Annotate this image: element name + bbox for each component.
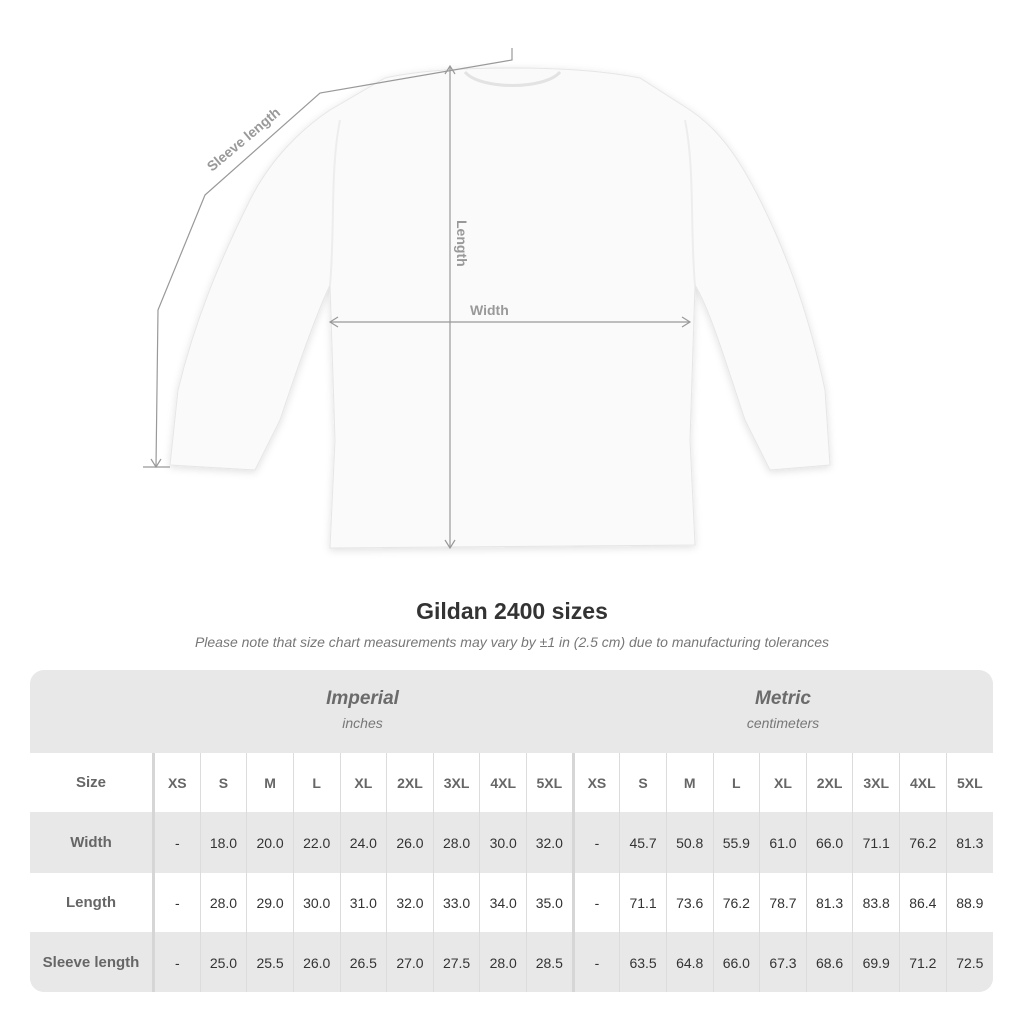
metric-size-header: XL (759, 753, 807, 812)
imperial-value: 28.5 (526, 932, 574, 992)
size-header: Size (30, 753, 155, 812)
metric-size-header: 4XL (899, 753, 947, 812)
metric-size-header: 3XL (852, 753, 900, 812)
imperial-size-header: XL (339, 753, 387, 812)
imperial-size-header: M (246, 753, 294, 812)
metric-value: 83.8 (852, 873, 900, 932)
imperial-value: - (153, 932, 201, 992)
measure-lines (143, 48, 692, 550)
imperial-value: 33.0 (432, 873, 480, 932)
row-label: Width (30, 812, 155, 873)
metric-value: 63.5 (619, 932, 667, 992)
metric-value: 71.2 (899, 932, 947, 992)
metric-size-header: 5XL (945, 753, 993, 812)
metric-value: - (571, 932, 620, 992)
table-row: Length -28.0 29.0 30.0 31.0 32.0 33.0 34.0 35.0-… (30, 873, 993, 932)
imperial-value: 28.0 (479, 932, 527, 992)
imperial-value: - (153, 873, 201, 932)
metric-value: 66.0 (712, 932, 760, 992)
imperial-value: 26.0 (292, 932, 340, 992)
row-label: Length (30, 873, 155, 932)
tolerance-note: Please note that size chart measurements… (194, 634, 830, 650)
imperial-value: 32.0 (386, 873, 434, 932)
metric-value: 76.2 (712, 873, 760, 932)
imperial-value: 25.5 (246, 932, 294, 992)
size-header-row: Size XS S M L XL 2XL 3XL 4XL 5XL XS S M L XL 2XL 3XL 4XL 5… (30, 753, 993, 812)
table-row: Sleeve length -25.0 25.5 26.0 26.5 27.0 27.5 28… (30, 932, 993, 992)
metric-value: 86.4 (899, 873, 947, 932)
sleeve-length-label: Sleeve length (204, 104, 283, 174)
imperial-title: Imperial (326, 688, 399, 709)
metric-value: 73.6 (665, 873, 713, 932)
metric-value: 71.1 (852, 812, 900, 873)
imperial-size-header: XS (153, 753, 201, 812)
metric-value: 76.2 (899, 812, 947, 873)
imperial-value: 28.0 (432, 812, 480, 873)
imperial-value: - (153, 812, 201, 873)
length-label: Length (454, 220, 470, 267)
metric-group: Metric centimeters (573, 670, 993, 753)
imperial-size-header: S (199, 753, 247, 812)
imperial-value: 18.0 (199, 812, 247, 873)
row-label: Sleeve length (30, 932, 155, 992)
table-row: Width -18.0 20.0 22.0 24.0 26.0 28.0 30.0 32.0-4… (30, 812, 993, 873)
imperial-value: 20.0 (246, 812, 294, 873)
metric-value: 64.8 (665, 932, 713, 992)
metric-size-header: M (665, 753, 713, 812)
imperial-value: 22.0 (292, 812, 340, 873)
imperial-value: 27.5 (432, 932, 480, 992)
imperial-value: 28.0 (199, 873, 247, 932)
imperial-group: Imperial inches (152, 670, 573, 753)
imperial-value: 34.0 (479, 873, 527, 932)
metric-value: 71.1 (619, 873, 667, 932)
imperial-size-header: 5XL (526, 753, 574, 812)
imperial-value: 30.0 (479, 812, 527, 873)
tshirt-illustration (169, 67, 831, 549)
size-table: Size XS S M L XL 2XL 3XL 4XL 5XL XS S M L XL 2XL 3XL 4XL 5… (30, 753, 993, 992)
metric-value: 66.0 (805, 812, 853, 873)
imperial-value: 30.0 (292, 873, 340, 932)
metric-title: Metric (755, 688, 811, 709)
imperial-value: 29.0 (246, 873, 294, 932)
metric-size-header: L (712, 753, 760, 812)
imperial-value: 25.0 (199, 932, 247, 992)
metric-value: 50.8 (665, 812, 713, 873)
metric-value: 67.3 (759, 932, 807, 992)
tshirt-diagram: Sleeve length Length Width (143, 48, 831, 550)
metric-value: 68.6 (805, 932, 853, 992)
metric-value: 55.9 (712, 812, 760, 873)
metric-value: 81.3 (945, 812, 993, 873)
chart-title: Gildan 2400 sizes (416, 598, 608, 624)
metric-value: 69.9 (852, 932, 900, 992)
imperial-value: 31.0 (339, 873, 387, 932)
imperial-value: 32.0 (526, 812, 574, 873)
metric-size-header: 2XL (805, 753, 853, 812)
width-label: Width (470, 302, 509, 318)
imperial-value: 24.0 (339, 812, 387, 873)
imperial-value: 26.5 (339, 932, 387, 992)
imperial-size-header: L (292, 753, 340, 812)
imperial-value: 35.0 (526, 873, 574, 932)
imperial-size-header: 4XL (479, 753, 527, 812)
metric-value: - (571, 812, 620, 873)
metric-unit: centimeters (746, 715, 820, 731)
size-table-panel: Imperial inches Metric centimeters Size X… (30, 670, 993, 992)
metric-size-header: S (619, 753, 667, 812)
metric-value: 81.3 (805, 873, 853, 932)
imperial-size-header: 3XL (432, 753, 480, 812)
metric-value: 61.0 (759, 812, 807, 873)
metric-value: - (571, 873, 620, 932)
metric-size-header: XS (571, 753, 620, 812)
metric-value: 78.7 (759, 873, 807, 932)
imperial-value: 27.0 (386, 932, 434, 992)
imperial-size-header: 2XL (386, 753, 434, 812)
metric-value: 45.7 (619, 812, 667, 873)
imperial-value: 26.0 (386, 812, 434, 873)
imperial-unit: inches (342, 715, 383, 731)
metric-value: 72.5 (945, 932, 993, 992)
metric-value: 88.9 (945, 873, 993, 932)
